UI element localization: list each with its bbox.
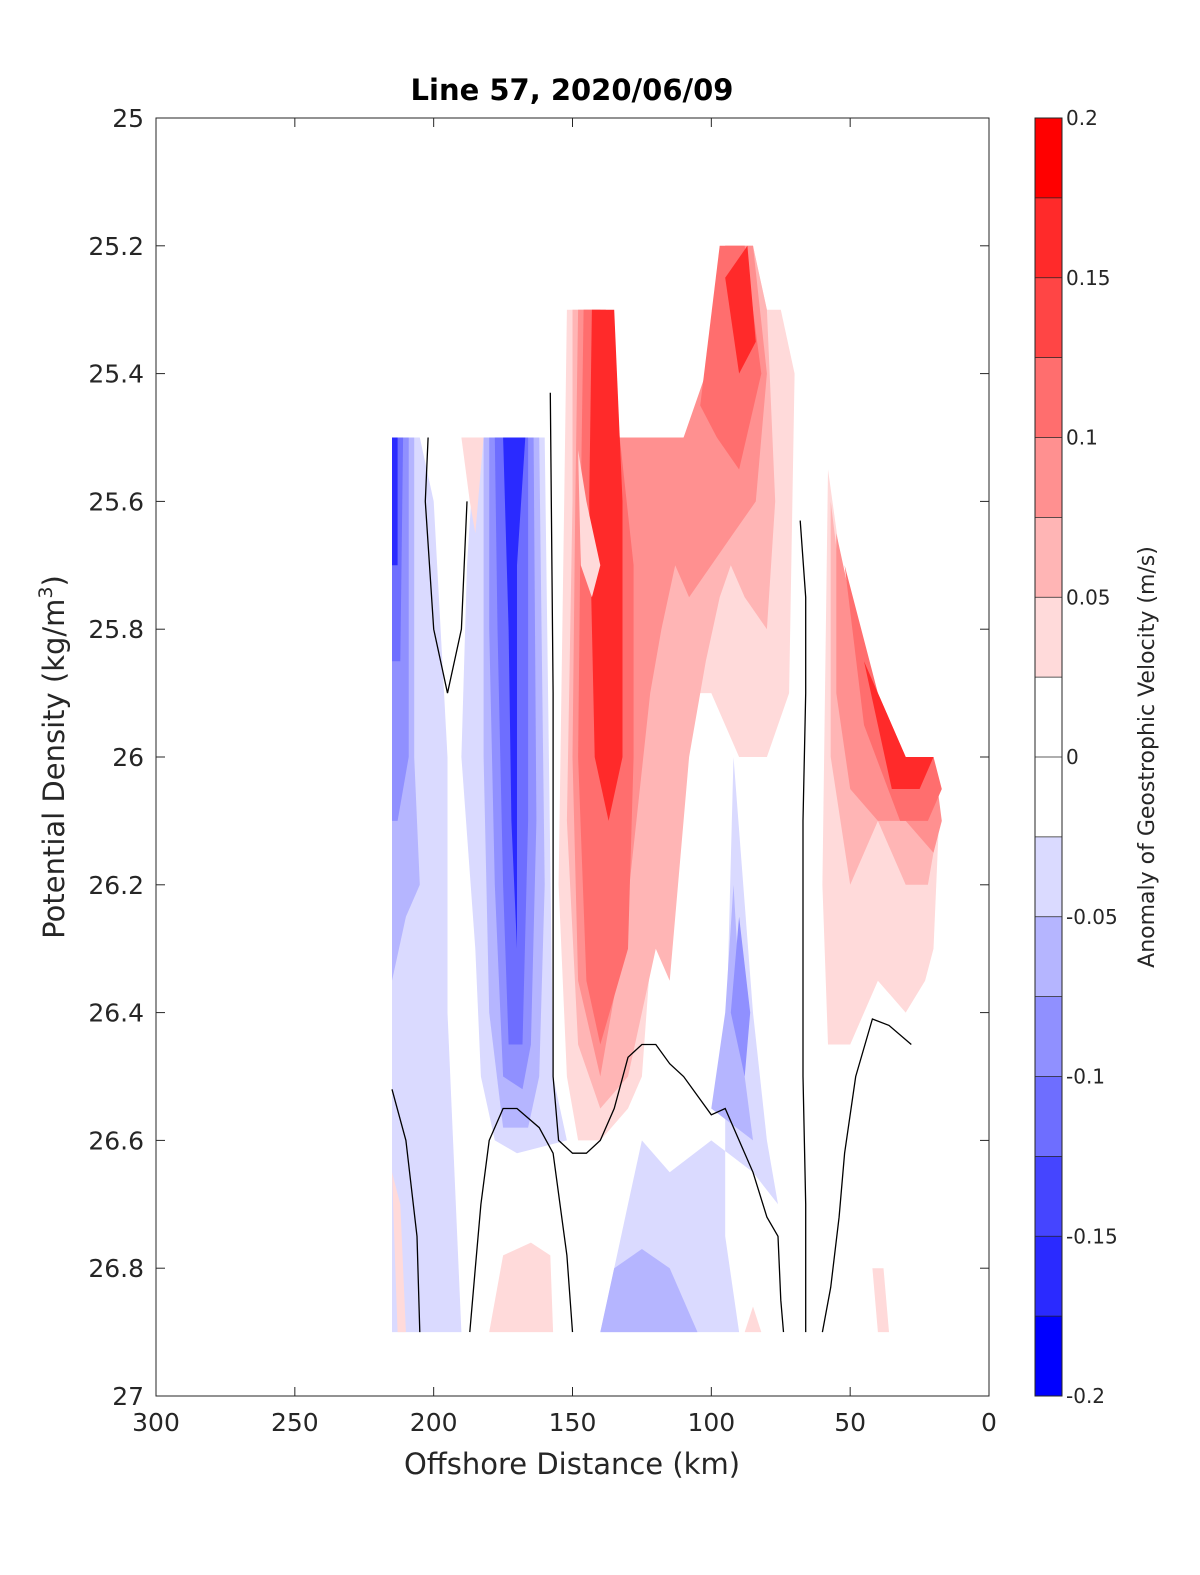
colorbar-segment xyxy=(1035,437,1062,518)
y-tick-label: 25.4 xyxy=(88,360,144,389)
y-axis-label-main: Potential Density (kg/m xyxy=(37,599,71,939)
colorbar-segment xyxy=(1035,836,1062,918)
y-tick-label: 25 xyxy=(112,104,144,133)
x-axis-label: Offshore Distance (km) xyxy=(404,1447,740,1481)
zero-contour-line-5 xyxy=(821,1018,912,1333)
colorbar-tick-label: -0.15 xyxy=(1066,1224,1118,1248)
contour-region-21 xyxy=(864,661,934,789)
y-tick-label: 25.6 xyxy=(88,487,144,516)
x-axis: 300 250 200 150 100 50 0 xyxy=(132,118,997,1437)
colorbar-segment xyxy=(1035,1076,1062,1157)
y-tick-label: 26.4 xyxy=(88,999,144,1028)
colorbar-segment xyxy=(1035,1236,1062,1317)
contour-region-16 xyxy=(725,245,756,374)
colorbar-segment xyxy=(1035,996,1062,1077)
contour-region-29 xyxy=(578,450,601,598)
y-tick-label: 25.2 xyxy=(88,232,144,261)
colorbar-tick-label: -0.1 xyxy=(1066,1065,1105,1089)
zero-contour-line-1 xyxy=(549,392,785,1333)
y-axis-label: Potential Density (kg/m3) xyxy=(35,575,71,939)
y-tick-label: 26 xyxy=(112,743,144,772)
x-tick-label: 250 xyxy=(271,1408,319,1437)
zero-contour-line-2 xyxy=(391,1089,421,1333)
colorbar-segment xyxy=(1035,757,1062,838)
contour-region-24 xyxy=(600,1249,698,1333)
colorbar xyxy=(1034,117,1063,1397)
colorbar-segment xyxy=(1035,597,1062,678)
contour-region-4 xyxy=(392,437,398,566)
y-tick-label: 27 xyxy=(112,1382,144,1411)
x-tick-label: 0 xyxy=(981,1408,997,1437)
contour-fills xyxy=(392,245,942,1333)
x-tick-label: 50 xyxy=(834,1408,866,1437)
x-tick-label: 300 xyxy=(132,1408,180,1437)
y-axis-label-sup: 3 xyxy=(35,586,57,598)
colorbar-segment xyxy=(1035,1316,1062,1397)
colorbar-label: Anomaly of Geostrophic Velocity (m/s) xyxy=(1135,546,1160,968)
y-tick-label: 26.8 xyxy=(88,1254,144,1283)
colorbar-tick-label: 0.2 xyxy=(1066,106,1098,130)
colorbar-tick-label: -0.05 xyxy=(1066,905,1118,929)
y-tick-label: 25.8 xyxy=(88,615,144,644)
colorbar-segment xyxy=(1035,517,1062,598)
colorbar-ticks: 0.2 0.15 0.1 0.05 0 -0.05 -0.1 -0.15 -0.2 xyxy=(1066,106,1118,1408)
contour-region-31 xyxy=(872,1268,889,1333)
colorbar-segment xyxy=(1035,916,1062,998)
colorbar-segment xyxy=(1035,357,1062,438)
contour-region-27 xyxy=(392,1172,406,1333)
contour-region-28 xyxy=(744,1306,762,1333)
colorbar-segment xyxy=(1035,118,1062,199)
colorbar-tick-label: 0 xyxy=(1066,745,1079,769)
contour-region-25 xyxy=(730,916,751,1077)
colorbar-segment xyxy=(1035,197,1062,279)
colorbar-tick-label: -0.2 xyxy=(1066,1384,1105,1408)
contour-region-15 xyxy=(589,309,623,821)
zero-contour-line-0 xyxy=(424,437,468,694)
x-tick-label: 100 xyxy=(687,1408,735,1437)
colorbar-segment xyxy=(1035,1156,1062,1237)
colorbar-segment xyxy=(1035,277,1062,359)
contour-region-9 xyxy=(503,437,526,949)
y-tick-label: 26.2 xyxy=(88,871,144,900)
zero-contour-line-4 xyxy=(799,520,807,1333)
x-tick-label: 200 xyxy=(410,1408,458,1437)
x-tick-label: 150 xyxy=(549,1408,597,1437)
chart-title: Line 57, 2020/06/09 xyxy=(411,73,734,107)
colorbar-tick-label: 0.05 xyxy=(1066,585,1111,609)
zero-contour-line-3 xyxy=(469,1107,574,1333)
colorbar-segment xyxy=(1035,677,1062,758)
zero-contour-lines xyxy=(391,392,912,1333)
y-axis-label-close: ) xyxy=(37,575,71,586)
contour-region-30 xyxy=(461,437,484,534)
y-axis: 25 25.2 25.4 25.6 25.8 26 26.2 26.4 26.6 26.8 27 xyxy=(88,104,989,1411)
y-tick-label: 26.6 xyxy=(88,1126,144,1155)
colorbar-tick-label: 0.15 xyxy=(1066,266,1111,290)
colorbar-tick-label: 0.1 xyxy=(1066,426,1098,450)
contour-region-26 xyxy=(489,1242,554,1333)
